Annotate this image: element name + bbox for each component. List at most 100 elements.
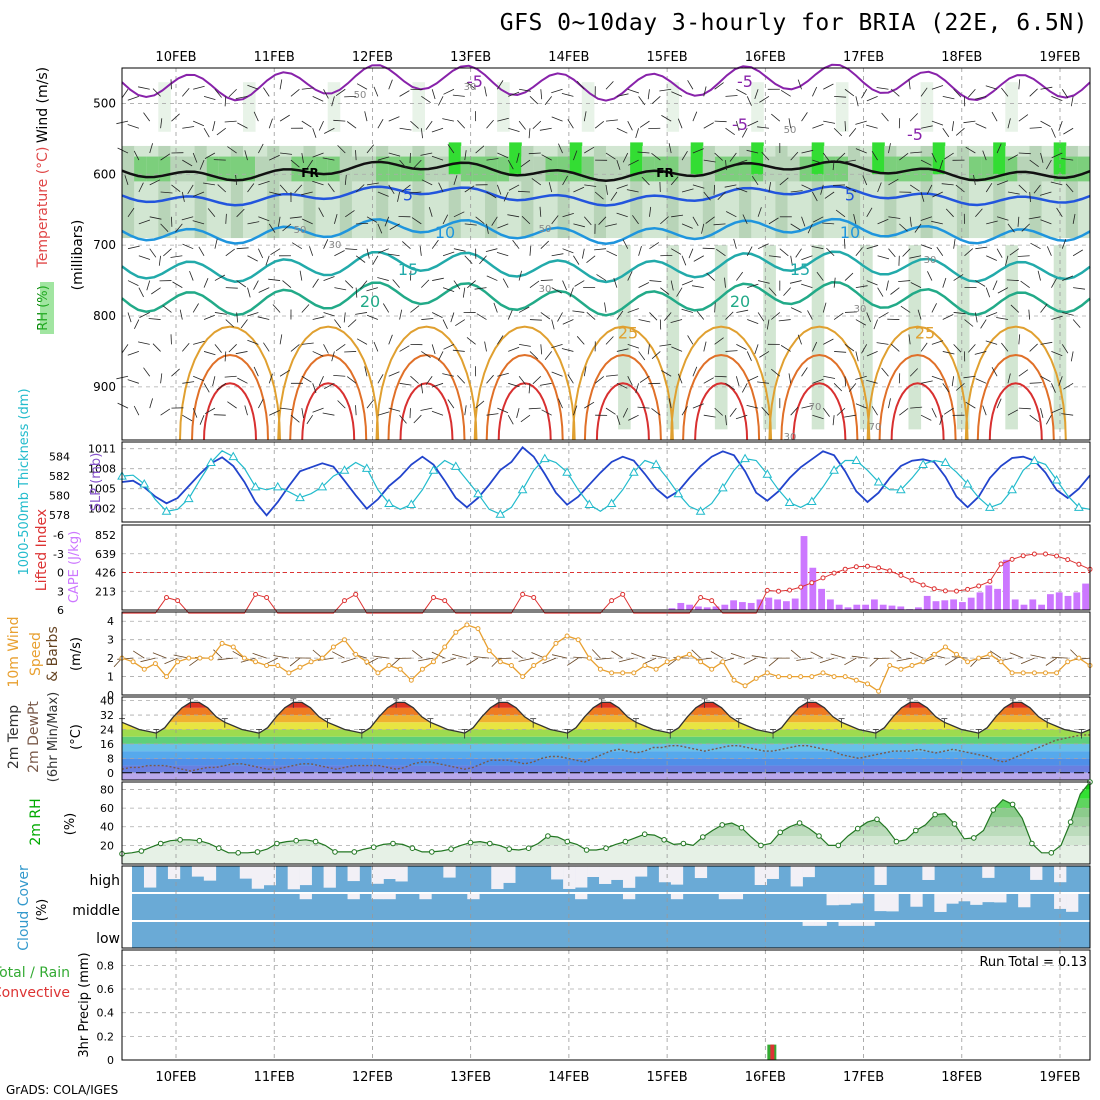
lifted-index-point: [1076, 561, 1082, 567]
lifted-index-point: [809, 580, 815, 586]
wind-barb: [521, 216, 531, 225]
lifted-index-point: [853, 564, 859, 570]
wind-barb: [975, 123, 987, 129]
wind-barb: [127, 95, 139, 101]
wind-barb: [681, 255, 687, 266]
rh-cell: [230, 156, 244, 182]
rh-cell: [666, 82, 680, 132]
wind-barb: [975, 280, 986, 287]
rh-cell: [243, 82, 256, 132]
wind-barb: [486, 191, 497, 199]
wind-barb: [551, 371, 563, 377]
wind-barb: [627, 343, 640, 349]
wind-barb: [324, 382, 335, 389]
li-tick-label: -3: [53, 548, 64, 561]
wind-barb: [691, 285, 704, 289]
wind-barb: [331, 351, 335, 362]
temp-contour-boundary-layer: [595, 382, 650, 441]
wind-barb: [582, 248, 585, 259]
thickness-point: [317, 481, 328, 491]
wind-barb: [996, 398, 1002, 409]
lifted-index-point: [164, 595, 169, 600]
wind-barb: [807, 223, 813, 234]
wind-barb: [986, 312, 998, 318]
wind-barb: [402, 241, 411, 249]
wind-speed-point: [776, 674, 781, 680]
wind-barb: [138, 255, 151, 260]
wind-barb: [573, 150, 578, 161]
wind-barb: [747, 375, 759, 382]
rh-cell: [981, 156, 994, 182]
wind-barb: [124, 175, 129, 186]
wind-barb: [143, 367, 151, 377]
wind-barb: [518, 306, 530, 313]
wind-barb: [736, 309, 749, 313]
cloud-clear-cell: [754, 866, 767, 886]
wind-speed-point: [887, 663, 893, 668]
wind-barb: [531, 178, 542, 186]
wind-barb: [649, 280, 662, 282]
wind-barb: [428, 206, 433, 217]
wind-barb: [160, 118, 163, 129]
wind-barb: [442, 373, 454, 377]
wind-barb: [681, 406, 688, 416]
wind-barb-10m: [830, 653, 846, 659]
wind-barb: [649, 312, 658, 321]
cape-bar: [985, 585, 993, 610]
wind-barb: [355, 150, 357, 161]
wind-barb-10m: [542, 657, 557, 664]
wind-barb: [508, 184, 520, 191]
wind-barb: [637, 151, 650, 154]
wind-barb: [312, 128, 317, 138]
wind-barb: [160, 223, 169, 232]
wind-barb: [910, 151, 923, 154]
wind-barb: [214, 238, 218, 249]
cape-bar: [950, 599, 957, 610]
wind-barb: [181, 191, 185, 202]
contour-label: 25: [915, 324, 935, 343]
lifted-index-point: [831, 570, 837, 576]
wind-barb: [540, 240, 549, 249]
wind-speed-point: [954, 651, 959, 657]
temp-band: [122, 736, 1090, 744]
contour-label: -5: [907, 125, 923, 144]
wind-barb: [359, 280, 368, 290]
cloud-clear-cell: [503, 866, 516, 883]
rh-tick-label: 80: [100, 783, 114, 796]
wind-barb: [121, 344, 129, 354]
wind-barb: [733, 238, 737, 249]
wind-barb: [844, 238, 846, 249]
wind-barb-10m: [618, 657, 634, 663]
wind-barb: [532, 375, 542, 385]
wind-barb: [301, 191, 313, 196]
x-tick-label-bottom: 18FEB: [941, 1070, 982, 1085]
wind-barb: [189, 270, 194, 281]
wind-barb: [741, 128, 748, 138]
wind-barb: [902, 248, 911, 257]
cape-bar: [800, 536, 808, 610]
wind-barb: [855, 375, 867, 380]
wind-panel-frame: [121, 611, 1091, 696]
lifted-index-point: [987, 578, 993, 584]
thickness-tick-label: 578: [49, 509, 70, 522]
thickness-point: [1029, 455, 1040, 465]
wind-barb: [301, 152, 304, 163]
wind-barb: [1051, 351, 1063, 357]
wind-barb: [627, 376, 633, 386]
wind-barb: [364, 366, 368, 377]
wind-barb: [583, 366, 587, 377]
rh-point: [641, 831, 648, 838]
wind-barb: [790, 151, 799, 161]
thickness-point: [851, 455, 862, 465]
rh-cell: [170, 156, 183, 182]
temp-ylabel-4: (°C): [69, 724, 84, 750]
thickness-point: [873, 476, 884, 486]
wind-barb: [844, 414, 856, 418]
cape-bar: [739, 602, 746, 610]
cloud-clear-cell: [347, 866, 360, 882]
wind-barb: [877, 182, 882, 193]
wind-barb: [573, 255, 580, 265]
wind-barb: [779, 177, 789, 186]
rh-cell: [267, 156, 280, 182]
wind-barb-10m: [611, 650, 623, 659]
